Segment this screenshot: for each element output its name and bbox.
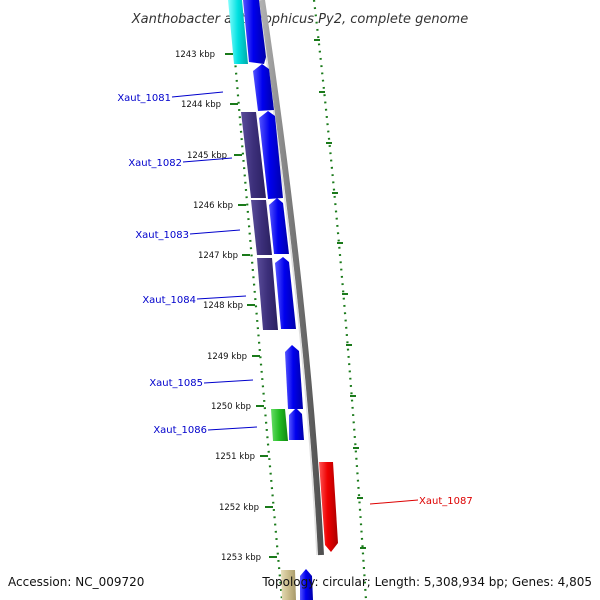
gene-arrow-bottom[interactable] bbox=[300, 569, 313, 600]
gene-arrow-xaut-1082[interactable] bbox=[259, 111, 283, 199]
tick-label-1249: 1249 kbp bbox=[207, 352, 247, 362]
gene-arrow-xaut-1087[interactable] bbox=[319, 462, 338, 552]
gc-content-track-inner bbox=[228, 0, 284, 600]
gene-label-xaut-1085[interactable]: Xaut_1085 bbox=[149, 378, 203, 389]
genome-backbone bbox=[259, 0, 324, 556]
outer-track-ticks bbox=[314, 39, 366, 549]
blast-hit-block-green[interactable] bbox=[271, 409, 288, 441]
blast-hits-track bbox=[228, 0, 296, 600]
gene-labels: Xaut_1081 Xaut_1082 Xaut_1083 Xaut_1084 … bbox=[117, 93, 472, 507]
tick-label-1245: 1245 kbp bbox=[187, 151, 227, 161]
tick-labels: 1243 kbp 1244 kbp 1245 kbp 1246 kbp 1247… bbox=[175, 50, 261, 563]
tick-label-1243: 1243 kbp bbox=[175, 50, 215, 60]
blast-hit-block-1082[interactable] bbox=[241, 112, 266, 198]
tick-label-1247: 1247 kbp bbox=[198, 251, 238, 261]
blast-hit-block-1084[interactable] bbox=[257, 258, 278, 330]
gene-label-xaut-1083[interactable]: Xaut_1083 bbox=[135, 230, 189, 241]
forward-cds-track bbox=[243, 0, 313, 600]
tick-label-1253: 1253 kbp bbox=[221, 553, 261, 563]
map-title: Xanthobacter autotrophicus Py2, complete… bbox=[131, 12, 468, 27]
accession-text: Accession: NC_009720 bbox=[8, 575, 144, 589]
blast-hit-block-1083[interactable] bbox=[251, 200, 272, 255]
tick-label-1246: 1246 kbp bbox=[193, 201, 233, 211]
gene-label-xaut-1081[interactable]: Xaut_1081 bbox=[117, 93, 171, 104]
scale-tick-marks bbox=[225, 53, 277, 558]
gc-content-track-outer bbox=[312, 0, 368, 600]
tick-label-1244: 1244 kbp bbox=[181, 100, 221, 110]
genome-stats-text: Topology: circular; Length: 5,308,934 bp… bbox=[261, 575, 592, 589]
gene-label-lines bbox=[171, 91, 419, 505]
tick-label-1248: 1248 kbp bbox=[203, 301, 243, 311]
blast-hit-block-cyan[interactable] bbox=[228, 0, 248, 64]
gene-arrow-xaut-1083[interactable] bbox=[269, 198, 289, 254]
gene-label-xaut-1082[interactable]: Xaut_1082 bbox=[128, 158, 182, 169]
tick-label-1252: 1252 kbp bbox=[219, 503, 259, 513]
gene-arrow-xaut-1084[interactable] bbox=[275, 257, 296, 329]
tick-label-1251: 1251 kbp bbox=[215, 452, 255, 462]
gene-label-xaut-1086[interactable]: Xaut_1086 bbox=[153, 425, 207, 436]
gene-arrow-xaut-1081[interactable] bbox=[253, 64, 274, 111]
blast-hit-block-tan[interactable] bbox=[281, 570, 296, 600]
tick-label-1250: 1250 kbp bbox=[211, 402, 251, 412]
gene-label-xaut-1087[interactable]: Xaut_1087 bbox=[419, 496, 473, 507]
gene-arrow-top[interactable] bbox=[243, 0, 266, 64]
gene-arrow-xaut-1085[interactable] bbox=[285, 345, 303, 409]
gene-label-xaut-1084[interactable]: Xaut_1084 bbox=[142, 295, 196, 306]
gene-arrow-xaut-1086[interactable] bbox=[289, 408, 304, 440]
